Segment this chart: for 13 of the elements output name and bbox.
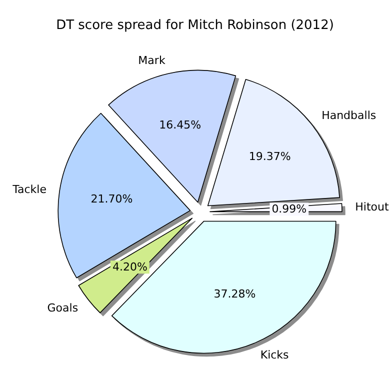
chart-title: DT score spread for Mitch Robinson (2012) [56, 18, 334, 33]
data-label: 19.37% [248, 150, 291, 164]
slice-label: Kicks [260, 348, 290, 362]
data-label: 0.99% [272, 202, 307, 216]
slice-label: Tackle [12, 182, 47, 196]
data-label: 16.45% [159, 118, 202, 132]
data-label: 4.20% [112, 260, 148, 274]
data-label: 21.70% [90, 192, 133, 206]
slice-label: Mark [138, 54, 166, 68]
data-label: 37.28% [214, 288, 256, 301]
slice-label: Handballs [322, 109, 376, 122]
slice-label: Hitout [355, 200, 390, 214]
slice-label: Goals [47, 302, 78, 315]
